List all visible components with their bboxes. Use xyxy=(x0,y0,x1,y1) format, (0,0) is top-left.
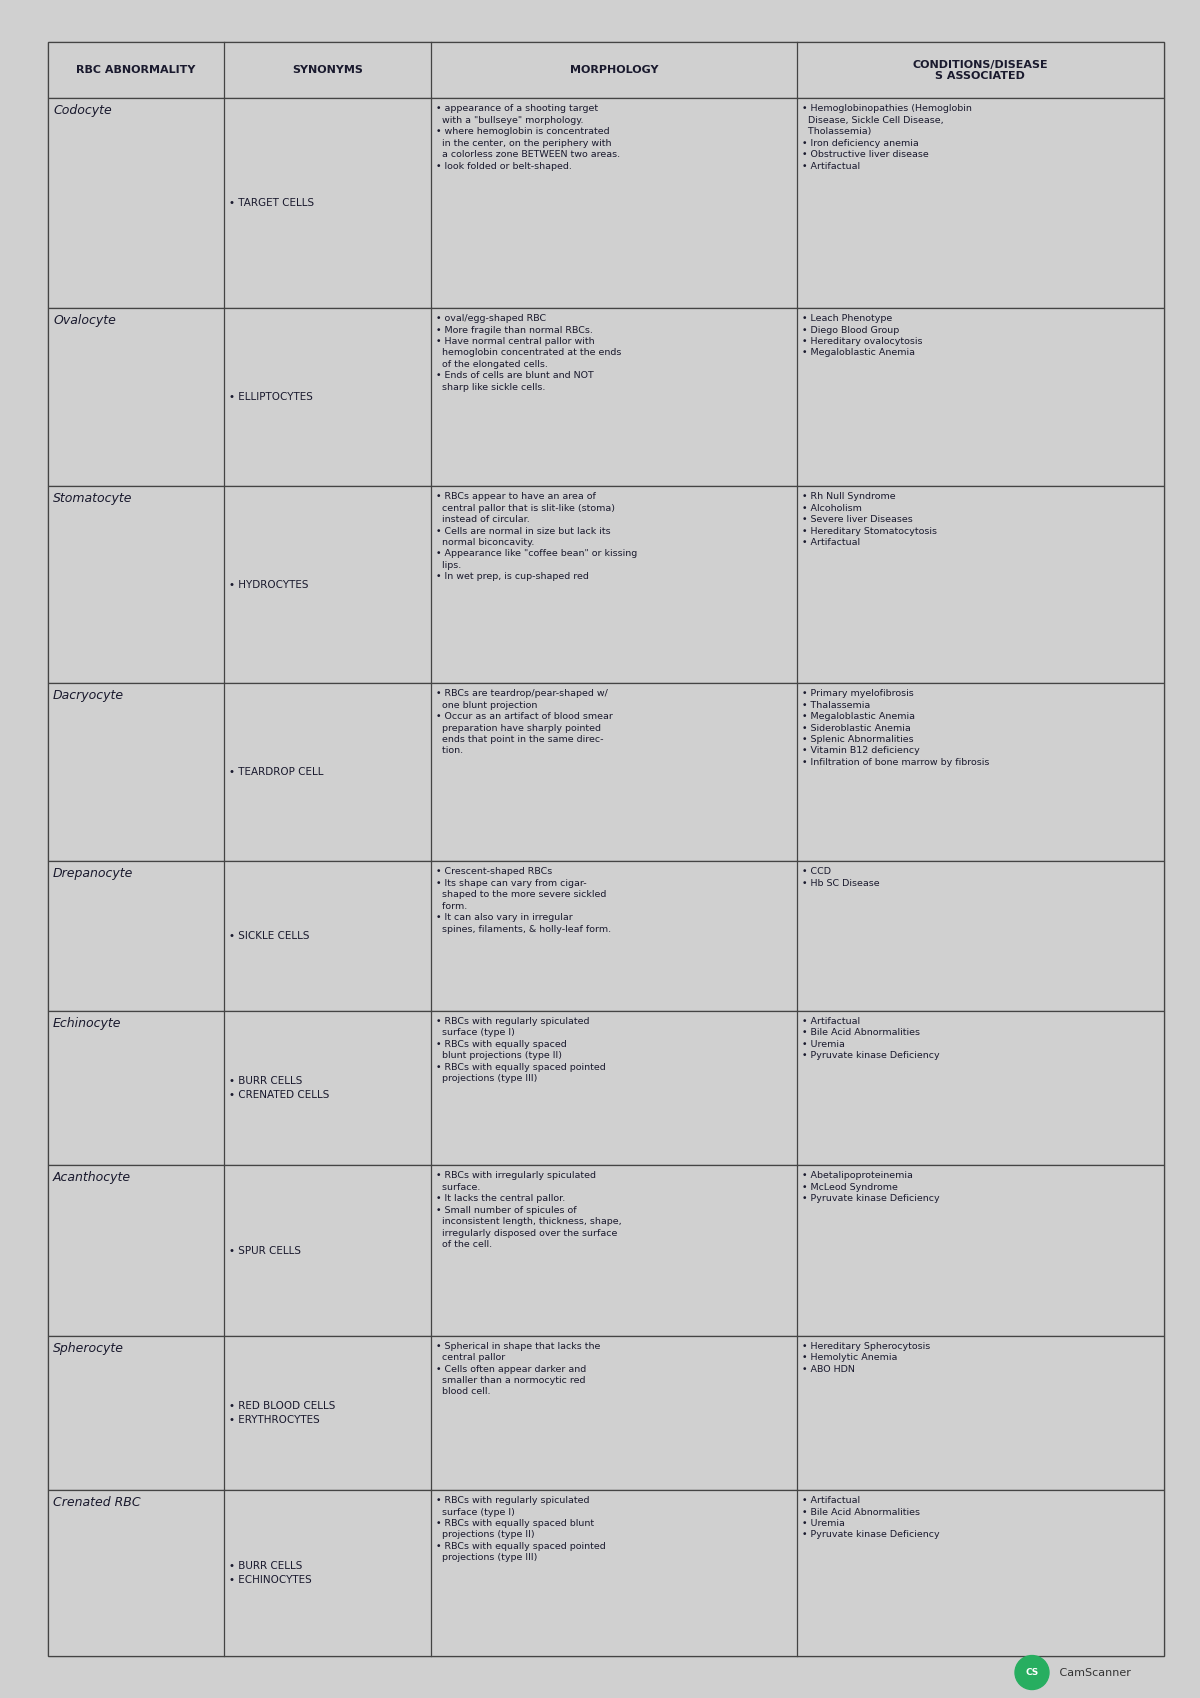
Text: CamScanner: CamScanner xyxy=(1056,1667,1130,1678)
Text: • Rh Null Syndrome
• Alcoholism
• Severe liver Diseases
• Hereditary Stomatocyto: • Rh Null Syndrome • Alcoholism • Severe… xyxy=(802,492,937,547)
Text: • RBCs with irregularly spiculated
  surface.
• It lacks the central pallor.
• S: • RBCs with irregularly spiculated surfa… xyxy=(436,1172,622,1250)
Text: • ELLIPTOCYTES: • ELLIPTOCYTES xyxy=(229,392,313,402)
Bar xyxy=(48,98,1164,307)
Text: • Primary myelofibrosis
• Thalassemia
• Megaloblastic Anemia
• Sideroblastic Ane: • Primary myelofibrosis • Thalassemia • … xyxy=(802,689,989,767)
Bar xyxy=(48,1336,1164,1491)
Text: Dacryocyte: Dacryocyte xyxy=(53,689,124,703)
Text: CS: CS xyxy=(1025,1667,1039,1678)
Text: • oval/egg-shaped RBC
• More fragile than normal RBCs.
• Have normal central pal: • oval/egg-shaped RBC • More fragile tha… xyxy=(436,314,622,392)
Bar xyxy=(48,1491,1164,1656)
Text: • RED BLOOD CELLS
• ERYTHROCYTES: • RED BLOOD CELLS • ERYTHROCYTES xyxy=(229,1401,336,1425)
Bar xyxy=(48,1165,1164,1336)
Text: Crenated RBC: Crenated RBC xyxy=(53,1496,140,1510)
Text: • RBCs appear to have an area of
  central pallor that is slit-like (stoma)
  in: • RBCs appear to have an area of central… xyxy=(436,492,637,581)
Text: • Artifactual
• Bile Acid Abnormalities
• Uremia
• Pyruvate kinase Deficiency: • Artifactual • Bile Acid Abnormalities … xyxy=(802,1017,940,1060)
Text: • Crescent-shaped RBCs
• Its shape can vary from cigar-
  shaped to the more sev: • Crescent-shaped RBCs • Its shape can v… xyxy=(436,868,611,934)
Text: Stomatocyte: Stomatocyte xyxy=(53,492,132,506)
Text: • Spherical in shape that lacks the
  central pallor
• Cells often appear darker: • Spherical in shape that lacks the cent… xyxy=(436,1341,600,1396)
Text: • BURR CELLS
• CRENATED CELLS: • BURR CELLS • CRENATED CELLS xyxy=(229,1077,330,1100)
Bar xyxy=(48,861,1164,1010)
Text: • appearance of a shooting target
  with a "bullseye" morphology.
• where hemogl: • appearance of a shooting target with a… xyxy=(436,105,620,171)
Circle shape xyxy=(1015,1656,1049,1690)
Text: • BURR CELLS
• ECHINOCYTES: • BURR CELLS • ECHINOCYTES xyxy=(229,1560,312,1584)
Text: Acanthocyte: Acanthocyte xyxy=(53,1172,131,1185)
Text: • HYDROCYTES: • HYDROCYTES xyxy=(229,579,308,589)
Text: MORPHOLOGY: MORPHOLOGY xyxy=(570,66,658,75)
Text: • Hereditary Spherocytosis
• Hemolytic Anemia
• ABO HDN: • Hereditary Spherocytosis • Hemolytic A… xyxy=(802,1341,930,1374)
Text: Echinocyte: Echinocyte xyxy=(53,1017,121,1031)
Text: CONDITIONS/DISEASE
S ASSOCIATED: CONDITIONS/DISEASE S ASSOCIATED xyxy=(913,59,1049,82)
Text: • SPUR CELLS: • SPUR CELLS xyxy=(229,1246,301,1255)
Text: RBC ABNORMALITY: RBC ABNORMALITY xyxy=(77,66,196,75)
Text: • SICKLE CELLS: • SICKLE CELLS xyxy=(229,931,310,941)
Text: Drepanocyte: Drepanocyte xyxy=(53,868,133,880)
Text: Ovalocyte: Ovalocyte xyxy=(53,314,116,328)
Text: Spherocyte: Spherocyte xyxy=(53,1341,124,1355)
Text: • Leach Phenotype
• Diego Blood Group
• Hereditary ovalocytosis
• Megaloblastic : • Leach Phenotype • Diego Blood Group • … xyxy=(802,314,923,358)
Text: • RBCs are teardrop/pear-shaped w/
  one blunt projection
• Occur as an artifact: • RBCs are teardrop/pear-shaped w/ one b… xyxy=(436,689,613,756)
Text: • RBCs with regularly spiculated
  surface (type I)
• RBCs with equally spaced
 : • RBCs with regularly spiculated surface… xyxy=(436,1017,606,1083)
Text: • Hemoglobinopathies (Hemoglobin
  Disease, Sickle Cell Disease,
  Tholassemia)
: • Hemoglobinopathies (Hemoglobin Disease… xyxy=(802,105,972,171)
Bar xyxy=(48,486,1164,683)
Text: • CCD
• Hb SC Disease: • CCD • Hb SC Disease xyxy=(802,868,880,888)
Bar xyxy=(48,42,1164,98)
Text: • TEARDROP CELL: • TEARDROP CELL xyxy=(229,767,324,778)
Bar xyxy=(48,683,1164,861)
Text: SYNONYMS: SYNONYMS xyxy=(292,66,362,75)
Text: • RBCs with regularly spiculated
  surface (type I)
• RBCs with equally spaced b: • RBCs with regularly spiculated surface… xyxy=(436,1496,606,1562)
Text: • Artifactual
• Bile Acid Abnormalities
• Uremia
• Pyruvate kinase Deficiency: • Artifactual • Bile Acid Abnormalities … xyxy=(802,1496,940,1540)
Text: • Abetalipoproteinemia
• McLeod Syndrome
• Pyruvate kinase Deficiency: • Abetalipoproteinemia • McLeod Syndrome… xyxy=(802,1172,940,1204)
Bar xyxy=(48,1010,1164,1165)
Bar xyxy=(48,307,1164,486)
Text: • TARGET CELLS: • TARGET CELLS xyxy=(229,199,314,209)
Text: Codocyte: Codocyte xyxy=(53,105,112,117)
